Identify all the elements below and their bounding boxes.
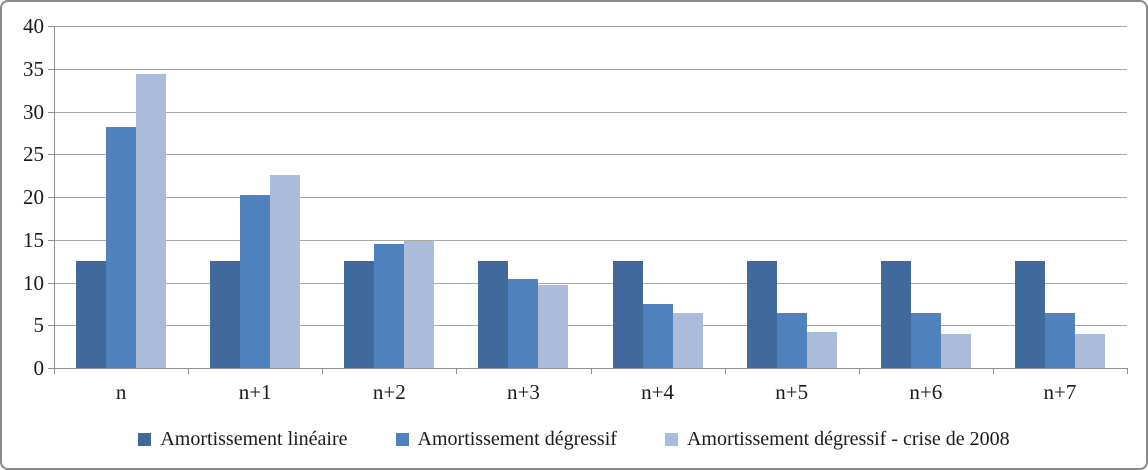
x-axis-tick	[992, 368, 994, 374]
gridline	[54, 111, 1127, 113]
y-axis-tick-label: 20	[23, 185, 44, 209]
x-axis-tick	[590, 368, 592, 374]
y-axis-tick-label: 15	[23, 227, 44, 252]
y-axis-tick	[48, 111, 54, 113]
bar-series2-n+2	[374, 243, 405, 368]
x-axis-tick	[322, 368, 324, 374]
legend-marker-icon	[664, 433, 678, 446]
legend-label: Amortissement linéaire	[160, 428, 348, 450]
x-axis-line	[54, 368, 1127, 369]
bar-series2-n+5	[776, 313, 807, 368]
y-axis-tick	[48, 368, 54, 369]
x-axis-category-label: n+5	[775, 380, 809, 404]
bar-series1-n+1	[210, 261, 241, 368]
y-axis-line	[54, 26, 55, 368]
gridline	[54, 197, 1127, 198]
legend-marker-icon	[138, 433, 152, 446]
gridline	[54, 239, 1127, 241]
gridline	[54, 26, 1127, 27]
y-axis-tick-label: 40	[23, 14, 44, 38]
bar-series1-n+5	[746, 261, 777, 368]
bar-series3-n+5	[806, 332, 837, 368]
y-axis-tick-label: 30	[23, 99, 44, 124]
y-axis-tick	[48, 197, 54, 198]
gridline	[54, 282, 1127, 284]
y-axis-tick	[48, 68, 54, 70]
bar-series3-n	[136, 74, 167, 368]
legend-marker-icon	[395, 433, 409, 446]
bar-series3-n+7	[1074, 333, 1105, 368]
y-axis-tick	[48, 154, 54, 156]
x-axis-category-label: n+3	[507, 380, 540, 404]
legend-label: Amortissement dégressif	[417, 428, 617, 450]
x-axis-tick	[188, 368, 190, 374]
bar-series1-n	[76, 261, 107, 368]
bar-series3-n+4	[672, 313, 703, 368]
bar-series1-n+3	[478, 261, 509, 368]
bar-series2-n+4	[642, 303, 673, 368]
gridline	[54, 325, 1127, 327]
x-axis-tick	[1127, 368, 1128, 374]
y-axis-tick	[48, 282, 54, 284]
x-axis-tick	[456, 368, 458, 374]
y-axis-tick-label: 0	[33, 356, 45, 380]
bar-series1-n+6	[880, 261, 911, 368]
x-axis-tick	[724, 368, 726, 374]
y-axis-tick-label: 25	[23, 142, 44, 167]
y-axis-tick	[48, 239, 54, 241]
gridline	[54, 154, 1127, 156]
bar-series3-n+1	[270, 175, 301, 368]
bar-series3-n+2	[404, 241, 435, 368]
bar-series3-n+6	[940, 333, 971, 368]
bar-series2-n+6	[910, 313, 941, 368]
legend-item-series3: Amortissement dégressif - crise de 2008	[664, 428, 1010, 451]
x-axis-tick	[858, 368, 860, 374]
x-axis-category-label: n+1	[238, 380, 272, 404]
x-axis-category-label: n+4	[641, 380, 674, 404]
y-axis-tick-label: 5	[33, 313, 45, 338]
y-axis-tick-label: 35	[23, 56, 44, 81]
x-axis-category-label: n+6	[909, 380, 943, 404]
bar-series2-n+1	[240, 195, 271, 368]
x-axis-category-label: n+7	[1043, 380, 1077, 404]
bar-series2-n+3	[508, 278, 539, 368]
legend-label: Amortissement dégressif - crise de 2008	[686, 428, 1010, 450]
x-axis-category-label: n+2	[372, 380, 406, 404]
bar-series2-n	[106, 127, 137, 368]
x-axis-tick	[54, 368, 55, 374]
x-axis-category-label: n	[115, 380, 127, 404]
chart-legend: Amortissement linéaire Amortissement dégr…	[2, 428, 1146, 451]
y-axis-tick-label: 10	[23, 270, 44, 295]
y-axis-tick	[48, 26, 54, 27]
gridline	[54, 68, 1127, 70]
bar-series3-n+3	[538, 284, 569, 368]
bar-series1-n+2	[344, 261, 375, 368]
y-axis-tick	[48, 325, 54, 327]
legend-item-series2: Amortissement dégressif	[395, 428, 617, 451]
legend-item-series1: Amortissement linéaire	[138, 428, 348, 451]
bar-series1-n+4	[612, 261, 643, 368]
bar-series1-n+7	[1014, 261, 1045, 368]
bar-series2-n+7	[1044, 313, 1075, 368]
